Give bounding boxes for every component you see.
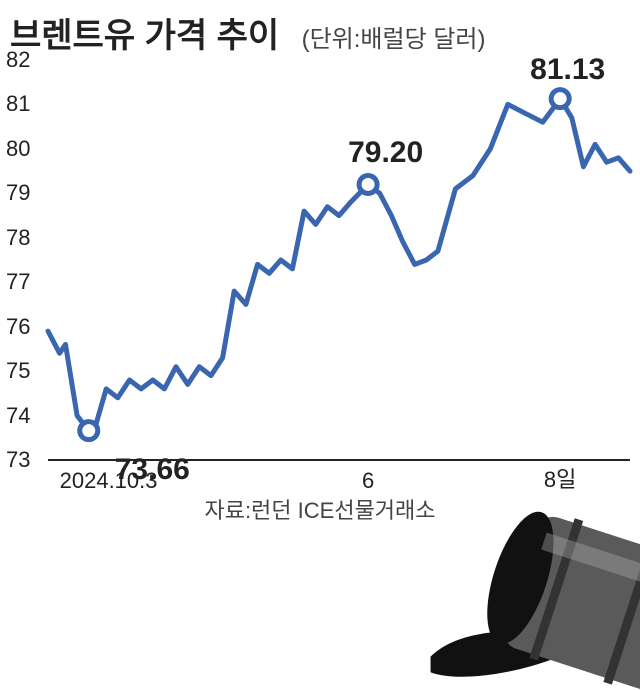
chart-area: 2024.10.368일73.6679.2081.13 737475767778…: [0, 60, 640, 460]
chart-unit: (단위:배럴당 달러): [302, 19, 486, 54]
data-point-marker: [359, 175, 377, 193]
plot-area: 2024.10.368일73.6679.2081.13: [48, 60, 630, 460]
data-point-marker: [80, 422, 98, 440]
y-axis-label: 77: [6, 269, 30, 295]
chart-header: 브렌트유 가격 추이 (단위:배럴당 달러): [10, 8, 630, 57]
x-axis-label: 6: [362, 468, 374, 494]
chart-source: 자료:런던 ICE선물거래소: [0, 493, 640, 525]
data-point-marker: [551, 90, 569, 108]
y-axis-label: 76: [6, 314, 30, 340]
y-axis-label: 75: [6, 358, 30, 384]
y-axis-label: 74: [6, 403, 30, 429]
y-axis-label: 82: [6, 47, 30, 73]
y-axis-label: 78: [6, 225, 30, 251]
y-axis-label: 73: [6, 447, 30, 473]
chart-title: 브렌트유 가격 추이: [10, 8, 279, 57]
y-axis-label: 81: [6, 91, 30, 117]
y-axis-label: 79: [6, 180, 30, 206]
y-axis-label: 80: [6, 136, 30, 162]
